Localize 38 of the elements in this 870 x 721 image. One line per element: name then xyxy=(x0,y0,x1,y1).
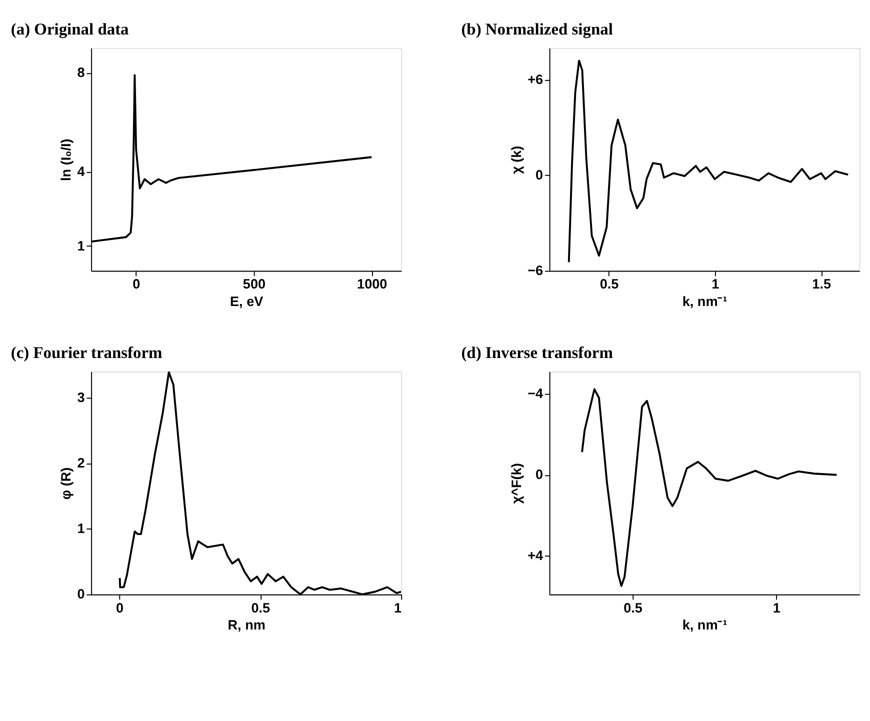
x-tick-label: 0 xyxy=(116,600,124,616)
x-tick-label: 0.5 xyxy=(251,600,271,616)
x-axis-title: E, eV xyxy=(230,294,264,310)
y-tick-label: 1 xyxy=(77,238,86,254)
x-tick-label: 0 xyxy=(132,276,140,292)
chart-title: (c) Fourier transform xyxy=(10,342,163,362)
y-tick-label: 2 xyxy=(77,456,85,471)
x-tick-label: 0.5 xyxy=(624,600,643,616)
x-tick-label: 1.5 xyxy=(812,276,832,292)
x-axis-title: k, nm⁻¹ xyxy=(682,618,728,633)
y-axis-title: χ^F(k) xyxy=(508,463,524,504)
y-axis-title: χ (k) xyxy=(508,146,524,174)
y-tick-label: 3 xyxy=(77,390,86,406)
y-tick-label: 0 xyxy=(77,586,85,602)
chart-title: (a) Original data xyxy=(10,19,129,38)
y-tick-label: 1 xyxy=(77,521,86,536)
y-tick-label: 0 xyxy=(535,467,544,482)
y-tick-label: +4 xyxy=(528,548,544,564)
x-tick-label: 1 xyxy=(394,600,402,616)
x-tick-label: 0.5 xyxy=(600,276,620,292)
y-tick-label: 4 xyxy=(77,164,86,180)
y-tick-label: 8 xyxy=(77,65,86,80)
chart-title: (b) Normalized signal xyxy=(461,19,614,38)
x-axis-title: k, nm⁻¹ xyxy=(682,294,728,310)
chart-title: (d) Inverse transform xyxy=(461,342,614,362)
y-axis-title: φ (R) xyxy=(58,467,74,500)
y-tick-label: +6 xyxy=(528,72,544,88)
x-tick-label: 1000 xyxy=(357,276,388,292)
y-tick-label: −4 xyxy=(528,386,544,402)
line-series xyxy=(581,388,838,587)
x-axis-title: R, nm xyxy=(228,618,266,633)
x-tick-label: 1 xyxy=(772,600,781,616)
y-tick-label: −6 xyxy=(528,263,544,278)
y-axis-title: ln (I₀/I) xyxy=(58,138,74,181)
x-tick-label: 500 xyxy=(242,276,266,292)
line-series xyxy=(568,60,850,264)
y-tick-label: 0 xyxy=(535,168,544,183)
x-tick-label: 1 xyxy=(712,276,720,292)
